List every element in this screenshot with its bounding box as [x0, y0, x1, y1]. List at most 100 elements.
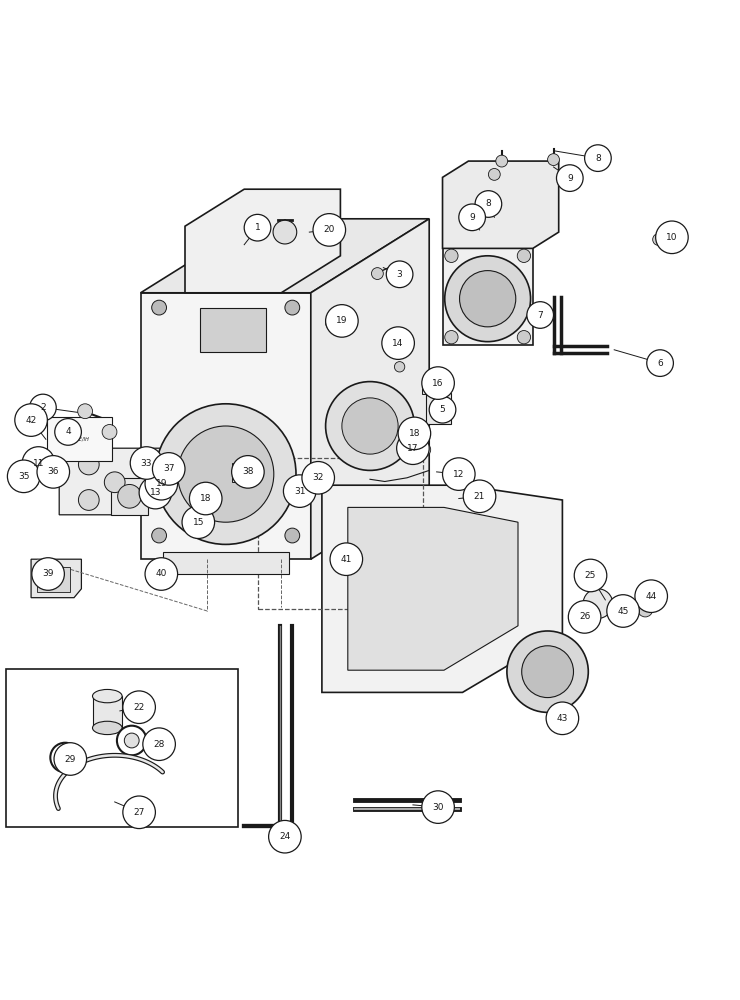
- Circle shape: [283, 475, 316, 507]
- Polygon shape: [163, 552, 289, 574]
- Circle shape: [330, 543, 363, 575]
- Text: 14: 14: [392, 339, 404, 348]
- Circle shape: [527, 302, 554, 328]
- Polygon shape: [111, 478, 148, 515]
- Circle shape: [104, 472, 125, 493]
- Text: 22: 22: [133, 703, 145, 712]
- Circle shape: [158, 462, 179, 482]
- Text: 9: 9: [567, 174, 573, 183]
- Text: 42: 42: [25, 416, 37, 425]
- Circle shape: [459, 204, 485, 231]
- Text: 13: 13: [149, 488, 161, 497]
- Text: 20: 20: [323, 225, 335, 234]
- Circle shape: [22, 447, 55, 479]
- Text: 19: 19: [155, 479, 167, 488]
- Circle shape: [232, 456, 264, 488]
- Circle shape: [123, 796, 155, 829]
- FancyBboxPatch shape: [92, 696, 122, 728]
- Text: 29: 29: [64, 754, 76, 764]
- Circle shape: [394, 362, 405, 372]
- Circle shape: [371, 268, 383, 279]
- FancyBboxPatch shape: [426, 393, 451, 424]
- Circle shape: [397, 432, 429, 464]
- Circle shape: [445, 249, 458, 262]
- Circle shape: [607, 595, 639, 627]
- Text: 27: 27: [133, 808, 145, 817]
- Circle shape: [445, 331, 458, 344]
- Circle shape: [123, 691, 155, 723]
- Circle shape: [403, 442, 418, 457]
- Circle shape: [398, 417, 431, 450]
- Circle shape: [130, 447, 163, 479]
- Circle shape: [653, 234, 665, 245]
- Text: 19: 19: [336, 316, 348, 325]
- Circle shape: [78, 490, 99, 510]
- Circle shape: [635, 580, 667, 612]
- Text: 1: 1: [255, 223, 260, 232]
- FancyBboxPatch shape: [422, 378, 443, 394]
- Text: 2: 2: [40, 403, 46, 412]
- Circle shape: [145, 467, 178, 500]
- Text: 4: 4: [65, 427, 71, 436]
- Circle shape: [152, 528, 166, 543]
- Polygon shape: [200, 308, 266, 352]
- Circle shape: [422, 367, 454, 399]
- Text: 11: 11: [33, 458, 44, 468]
- Circle shape: [619, 612, 631, 624]
- Polygon shape: [141, 219, 429, 293]
- Text: 39: 39: [42, 570, 54, 578]
- Circle shape: [507, 631, 588, 712]
- Circle shape: [548, 154, 559, 166]
- Circle shape: [30, 394, 56, 421]
- Text: 41: 41: [340, 555, 352, 564]
- Text: 36: 36: [47, 467, 59, 476]
- Text: 30: 30: [432, 803, 444, 812]
- Circle shape: [295, 485, 309, 500]
- Circle shape: [496, 155, 508, 167]
- Circle shape: [656, 221, 688, 254]
- Circle shape: [78, 454, 99, 475]
- Text: 21: 21: [474, 492, 485, 501]
- Circle shape: [326, 305, 358, 337]
- Text: 45: 45: [617, 606, 629, 615]
- Circle shape: [568, 601, 601, 633]
- Text: 8: 8: [485, 200, 491, 209]
- Text: 18: 18: [200, 494, 212, 503]
- Circle shape: [143, 728, 175, 760]
- Ellipse shape: [92, 721, 122, 735]
- Circle shape: [78, 404, 92, 419]
- Circle shape: [269, 820, 301, 853]
- Circle shape: [585, 145, 611, 171]
- FancyBboxPatch shape: [232, 463, 258, 482]
- Circle shape: [189, 482, 222, 515]
- Circle shape: [326, 314, 343, 331]
- Circle shape: [342, 398, 398, 454]
- Polygon shape: [59, 448, 163, 515]
- Circle shape: [152, 476, 170, 494]
- Text: 38: 38: [242, 467, 254, 476]
- Circle shape: [522, 646, 574, 698]
- Text: 35: 35: [18, 472, 30, 481]
- Text: 5: 5: [440, 405, 445, 414]
- Circle shape: [460, 271, 516, 327]
- Text: 16: 16: [432, 379, 444, 388]
- Circle shape: [273, 220, 297, 244]
- Circle shape: [54, 743, 87, 775]
- Text: 37: 37: [163, 464, 175, 473]
- Circle shape: [182, 506, 215, 538]
- Circle shape: [15, 404, 47, 436]
- Text: 25: 25: [585, 571, 596, 580]
- Text: 32: 32: [312, 473, 324, 482]
- FancyBboxPatch shape: [47, 417, 112, 461]
- Polygon shape: [443, 161, 559, 248]
- Circle shape: [302, 462, 334, 494]
- Text: 17: 17: [407, 444, 419, 453]
- Circle shape: [382, 327, 414, 359]
- Circle shape: [118, 484, 141, 508]
- Circle shape: [313, 214, 346, 246]
- Circle shape: [517, 331, 531, 344]
- Ellipse shape: [92, 689, 122, 703]
- Text: 26: 26: [579, 612, 591, 621]
- Circle shape: [152, 453, 185, 485]
- Text: 18: 18: [408, 429, 420, 438]
